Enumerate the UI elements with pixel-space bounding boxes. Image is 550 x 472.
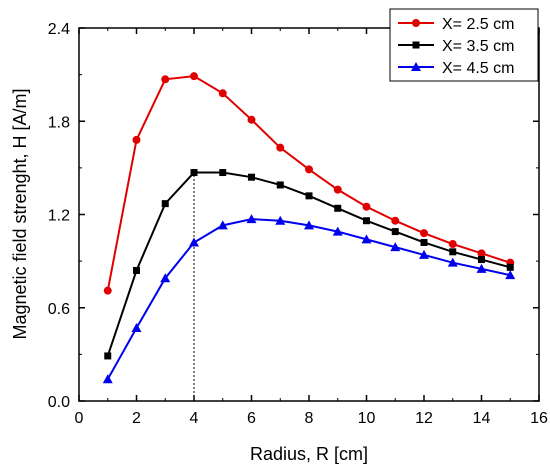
- legend-label: X= 4.5 cm: [442, 60, 514, 77]
- series-group: [102, 72, 516, 401]
- plot-frame-group: [78, 27, 540, 402]
- data-point: [247, 115, 256, 124]
- x-tick-label: 4: [190, 410, 199, 427]
- legend-label: X= 2.5 cm: [442, 16, 514, 33]
- legend-item: X= 3.5 cm: [398, 38, 514, 55]
- x-tick-label: 10: [358, 410, 376, 427]
- data-point: [160, 273, 171, 283]
- data-point: [305, 192, 313, 200]
- x-tick-label: 8: [305, 410, 314, 427]
- y-axis-title: Magnetic field strenght, H [A/m]: [10, 88, 30, 339]
- data-point: [420, 238, 428, 246]
- data-point: [478, 256, 485, 264]
- x-tick-label: 2: [132, 410, 141, 427]
- data-point: [161, 75, 170, 84]
- data-point: [219, 169, 227, 177]
- data-point: [391, 216, 400, 225]
- data-point: [447, 257, 458, 267]
- data-point: [104, 352, 112, 360]
- x-tick-label: 0: [75, 410, 84, 427]
- data-point: [218, 89, 227, 98]
- y-tick-label: 0.6: [48, 301, 70, 318]
- data-point: [276, 143, 285, 152]
- data-point: [361, 234, 372, 244]
- legend-item: X= 2.5 cm: [398, 16, 514, 33]
- data-point: [390, 242, 401, 252]
- legend-marker: [411, 62, 421, 71]
- data-point: [332, 226, 343, 236]
- data-point: [448, 240, 457, 249]
- data-point: [505, 270, 516, 280]
- data-point: [420, 229, 428, 238]
- data-point: [248, 173, 255, 181]
- plot-frame: [78, 27, 540, 402]
- data-point: [305, 165, 313, 174]
- data-point: [131, 322, 142, 332]
- data-point: [276, 181, 284, 189]
- series-1: [103, 72, 515, 295]
- data-point: [477, 249, 486, 258]
- ticks-group: 0 2 4 6 8 10 12 14 16 0.0 0.6 1.2 1.8 2.4: [48, 21, 548, 427]
- y-tick-label: 1.2: [48, 208, 70, 225]
- data-point: [334, 204, 342, 212]
- data-point: [217, 220, 228, 230]
- legend-label: X= 3.5 cm: [442, 38, 514, 55]
- data-point: [304, 220, 314, 230]
- data-point: [449, 248, 457, 256]
- y-tick-label: 2.4: [48, 21, 70, 38]
- x-tick-label: 16: [530, 410, 548, 427]
- x-tick-label: 6: [247, 410, 256, 427]
- data-point: [391, 228, 399, 236]
- series-line: [106, 75, 511, 291]
- data-point: [132, 135, 141, 144]
- data-point: [362, 202, 371, 211]
- data-point: [506, 263, 514, 271]
- data-point: [419, 249, 429, 259]
- data-point: [476, 263, 487, 273]
- x-tick-label: 14: [473, 410, 491, 427]
- data-point: [161, 200, 169, 208]
- data-point: [190, 169, 198, 177]
- data-point: [246, 214, 257, 224]
- data-point: [102, 374, 113, 384]
- series-2: [104, 169, 514, 360]
- legend: X= 2.5 cm X= 3.5 cm X= 4.5 cm: [389, 8, 539, 82]
- data-point: [189, 237, 199, 247]
- data-point: [363, 217, 370, 225]
- x-axis-title: Radius, R [cm]: [250, 444, 368, 464]
- data-point: [333, 185, 342, 194]
- data-point: [190, 72, 198, 81]
- data-point: [133, 266, 140, 274]
- data-point: [275, 215, 286, 225]
- series-3: [102, 214, 516, 384]
- data-point: [103, 286, 112, 295]
- y-tick-label: 0.0: [48, 394, 70, 411]
- legend-marker: [412, 41, 420, 49]
- y-tick-label: 1.8: [48, 114, 70, 131]
- legend-item: X= 4.5 cm: [398, 60, 514, 77]
- x-tick-label: 12: [415, 410, 433, 427]
- legend-marker: [412, 19, 420, 27]
